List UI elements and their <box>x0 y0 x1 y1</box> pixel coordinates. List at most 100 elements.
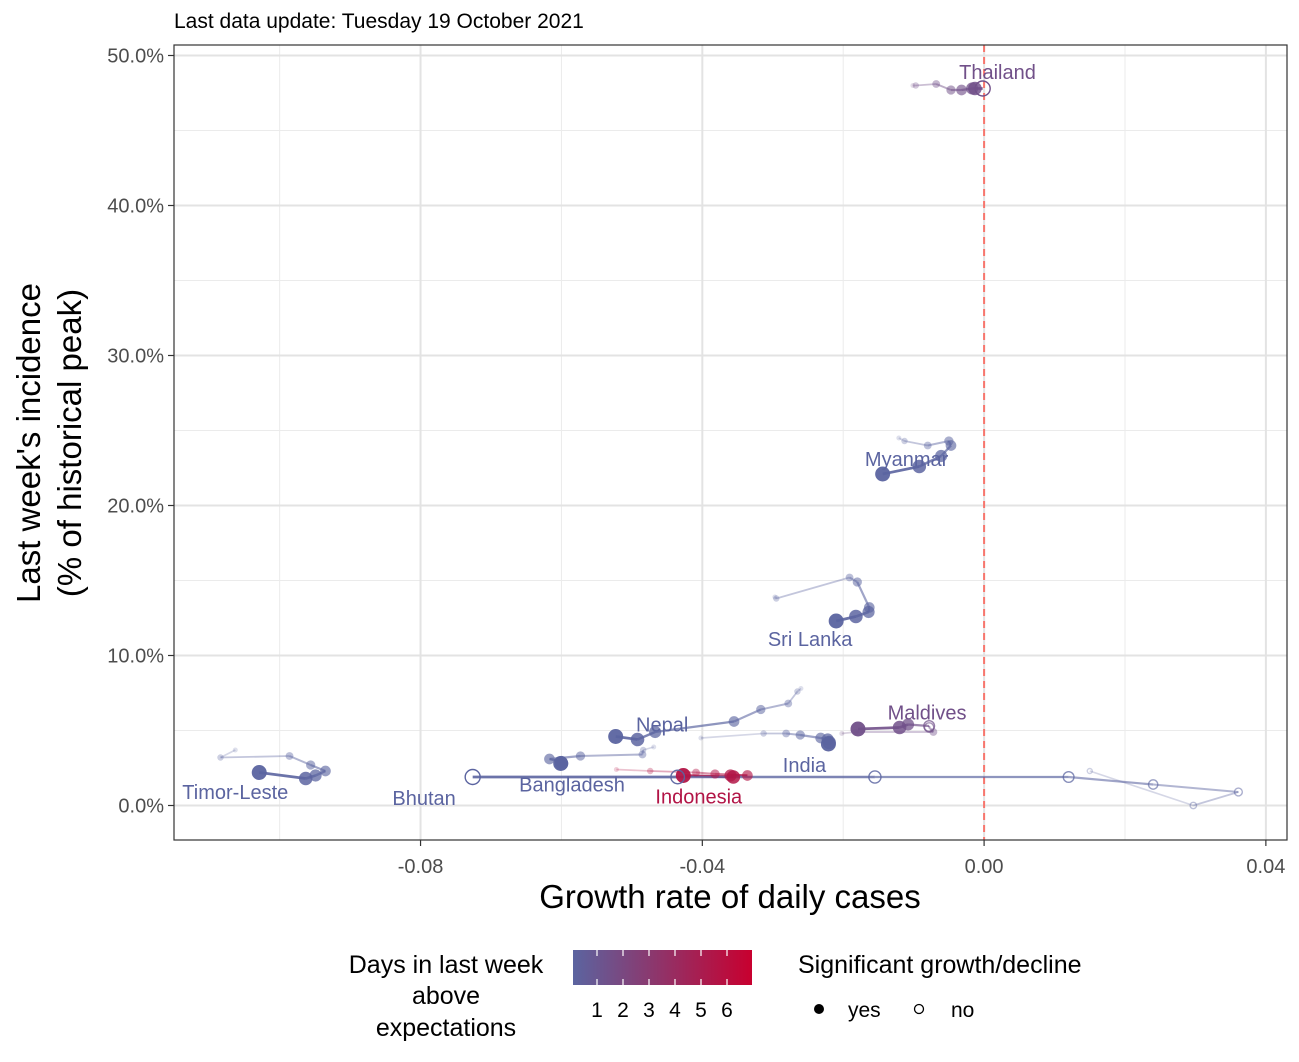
data-point-maldives <box>923 719 936 733</box>
data-point-bhutan <box>868 770 882 784</box>
data-point-sri-lanka <box>828 613 844 629</box>
data-point-bhutan <box>1086 767 1093 775</box>
data-point-timor-leste <box>251 765 267 780</box>
data-point-bhutan <box>464 768 481 786</box>
data-point-timor-leste <box>217 754 224 761</box>
data-point-bhutan <box>670 769 686 785</box>
data-point-bangladesh <box>575 751 586 761</box>
trajectory-segment-nepal <box>796 687 802 693</box>
trajectory-segment-bhutan <box>1068 775 1154 786</box>
data-point-indonesia <box>613 767 619 772</box>
trajectory-segment-bhutan <box>1193 791 1239 807</box>
data-point-timor-leste <box>306 760 316 770</box>
country-label-indonesia: Indonesia <box>655 787 743 809</box>
trajectory-segment-nepal <box>760 702 789 711</box>
color-bar-tick-label: 1 <box>591 999 603 1022</box>
trajectory-segment-bhutan <box>1089 770 1194 807</box>
data-point-myanmar <box>912 459 927 474</box>
data-point-nepal <box>756 704 766 715</box>
data-point-indonesia <box>742 770 753 781</box>
data-point-thailand <box>974 80 991 97</box>
data-point-timor-leste <box>285 752 294 760</box>
data-point-nepal <box>728 716 740 727</box>
trajectory-segment-bangladesh <box>642 746 654 751</box>
country-label-bangladesh: Bangladesh <box>519 775 625 797</box>
data-point-sri-lanka <box>852 577 862 587</box>
x-axis-ticks: -0.08 -0.04 0.00 0.04 <box>398 840 1285 878</box>
shape-legend-no-marker <box>913 1003 925 1015</box>
data-point-indonesia <box>675 768 691 783</box>
color-legend-title-line1: Days in last week <box>349 951 544 979</box>
plot-panel <box>174 45 1287 840</box>
trajectory-segment-nepal <box>787 690 799 705</box>
y-tick-label: 0.0% <box>118 796 164 818</box>
data-points <box>217 80 1244 810</box>
y-tick-label: 50.0% <box>107 46 164 68</box>
data-point-timor-leste <box>232 747 238 753</box>
data-point-bhutan <box>1147 779 1159 790</box>
trajectory-segment-timor-leste <box>220 749 236 759</box>
data-point-thailand <box>912 82 919 89</box>
country-label-bhutan: Bhutan <box>392 788 455 810</box>
x-tick-label: -0.08 <box>398 856 444 878</box>
data-point-bangladesh <box>553 756 569 771</box>
data-point-bangladesh <box>639 746 647 754</box>
trajectory-segment-myanmar <box>898 437 905 442</box>
color-bar <box>573 950 752 985</box>
data-point-sri-lanka <box>845 573 854 582</box>
y-axis-title-line1: Last week's incidence <box>10 283 47 603</box>
data-point-myanmar <box>896 435 902 441</box>
trajectory-segment-myanmar <box>904 440 928 447</box>
data-point-myanmar <box>935 449 948 463</box>
y-tick-label: 30.0% <box>107 346 164 368</box>
data-point-bhutan <box>1233 787 1244 797</box>
data-point-bhutan <box>1189 801 1198 810</box>
country-label-nepal: Nepal <box>636 715 688 737</box>
data-point-maldives <box>892 720 907 735</box>
x-axis-title: Growth rate of daily cases <box>539 878 921 915</box>
plot-border <box>173 44 1288 841</box>
trajectory-segment-india <box>700 732 764 739</box>
data-point-indonesia <box>692 768 700 777</box>
trajectory-segment-sri-lanka <box>776 576 850 600</box>
color-bar-tick-label: 2 <box>617 999 629 1022</box>
data-point-nepal <box>794 688 801 695</box>
data-point-sri-lanka <box>862 605 875 619</box>
chart-subtitle: Last data update: Tuesday 19 October 202… <box>174 10 584 33</box>
data-point-thailand <box>956 84 967 96</box>
x-tick-label: 0.04 <box>1246 856 1285 878</box>
data-point-bangladesh <box>651 744 657 750</box>
data-point-thailand <box>932 80 941 88</box>
trajectory-segment-timor-leste <box>220 755 290 759</box>
country-label-india: India <box>783 755 827 777</box>
color-bar-tick-label: 6 <box>721 999 733 1022</box>
data-point-maldives <box>850 721 866 737</box>
trajectory-segment-bangladesh <box>580 753 643 758</box>
color-bar-tick-label: 5 <box>695 999 707 1022</box>
country-label-maldives: Maldives <box>888 703 967 725</box>
data-point-india <box>698 735 704 741</box>
data-point-timor-leste <box>309 769 322 782</box>
data-point-thailand <box>946 85 956 95</box>
shape-legend-title: Significant growth/decline <box>798 951 1082 979</box>
country-label-timor-leste: Timor-Leste <box>182 782 288 804</box>
color-bar-tick-label: 3 <box>643 999 655 1022</box>
data-point-nepal <box>608 729 624 744</box>
data-point-india <box>760 730 767 737</box>
trajectory-segment-nepal <box>654 720 735 734</box>
data-point-sri-lanka <box>773 595 780 602</box>
country-label-myanmar: Myanmar <box>865 449 949 471</box>
data-point-indonesia <box>726 770 741 784</box>
y-axis-title-line2: (% of historical peak) <box>51 289 88 597</box>
data-point-nepal <box>630 732 645 747</box>
data-point-maldives <box>929 728 938 736</box>
data-point-myanmar <box>945 440 957 451</box>
trajectory-segment-indonesia <box>616 768 651 772</box>
trajectory-segment-bangladesh <box>641 749 645 755</box>
data-point-sri-lanka <box>772 594 778 600</box>
color-bar-tick-label: 4 <box>669 999 681 1022</box>
data-point-indonesia <box>646 767 654 775</box>
